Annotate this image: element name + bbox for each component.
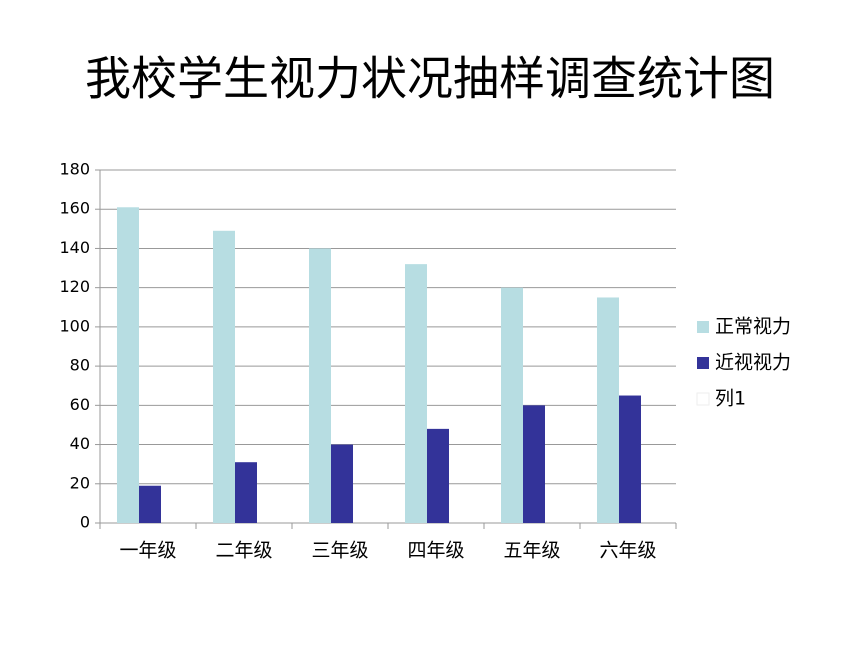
y-tick-label: 100 [59,316,90,335]
y-tick-label: 140 [59,238,90,257]
x-tick-label: 五年级 [503,540,560,562]
x-tick-label: 一年级 [119,540,176,562]
y-tick-label: 60 [70,395,90,414]
legend-label: 正常视力 [715,316,791,338]
legend-swatch [697,321,709,333]
x-tick-label: 二年级 [215,540,272,562]
legend-label: 近视视力 [715,352,791,374]
y-tick-label: 180 [59,160,90,179]
x-tick-label: 三年级 [311,540,368,562]
y-tick-label: 80 [70,356,90,375]
legend-label: 列1 [715,388,746,410]
bar [619,395,641,523]
bar [501,287,523,523]
bar [117,207,139,523]
legend-swatch [697,357,709,369]
bar [331,444,353,523]
bar [139,485,161,523]
bar [523,405,545,523]
bar [235,462,257,523]
y-tick-label: 40 [70,434,90,453]
bar [213,230,235,524]
x-tick-label: 四年级 [407,540,464,562]
chart-title: 我校学生视力状况抽样调查统计图 [85,52,775,106]
y-tick-label: 120 [59,277,90,296]
y-tick-label: 160 [59,199,90,218]
bar [597,297,619,523]
x-tick-label: 六年级 [599,540,656,562]
legend-swatch [696,392,710,406]
bar [405,264,427,523]
y-tick-label: 0 [80,513,90,532]
bar [427,428,449,523]
y-tick-label: 20 [70,473,90,492]
bar [309,248,331,523]
